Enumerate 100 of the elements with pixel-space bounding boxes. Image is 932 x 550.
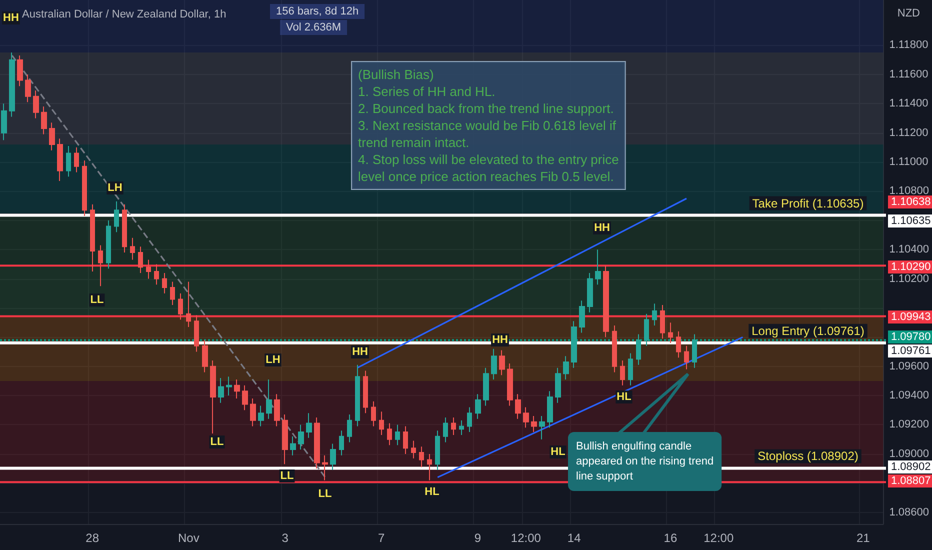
candlestick [507, 362, 513, 406]
candlestick [676, 330, 681, 358]
candlestick [427, 453, 432, 481]
candlestick [347, 414, 352, 443]
candlestick [194, 314, 199, 352]
candlestick [387, 422, 392, 446]
candlestick [170, 281, 175, 306]
candlestick [515, 394, 521, 420]
annotation: HH [594, 222, 610, 234]
candlestick [563, 356, 569, 380]
x-tick-label: Nov [178, 531, 200, 545]
candlestick [339, 430, 344, 456]
candlestick [98, 244, 103, 287]
candlestick [322, 454, 328, 481]
candlestick [371, 400, 376, 427]
candlestick [636, 334, 641, 366]
candlestick [290, 436, 296, 456]
candlestick [250, 398, 256, 427]
candlestick [403, 426, 408, 454]
text: 1.10638 [891, 196, 931, 208]
candlestick [41, 106, 47, 135]
y-tick-label: 1.08600 [889, 506, 930, 518]
candlestick [523, 406, 529, 428]
candlestick [210, 360, 216, 434]
text: 1.09761 [891, 345, 931, 357]
candlestick [620, 360, 625, 386]
candlestick [547, 390, 553, 428]
annotation: LH [266, 354, 280, 366]
annotation: HH [352, 346, 368, 358]
annotation: LL [280, 470, 294, 482]
y-tick-label: 1.10200 [889, 272, 930, 285]
candlestick [419, 446, 424, 468]
candlestick [652, 303, 657, 326]
text: 1.10290 [891, 261, 931, 273]
candlestick [628, 352, 633, 386]
y-tick-label: 1.11400 [889, 98, 928, 110]
y-tick-label: 1.11600 [889, 68, 928, 80]
text: 1.09943 [891, 311, 931, 323]
ref-line-label: Long Entry (1.09761) [752, 324, 864, 338]
candlestick [451, 416, 456, 436]
candlestick [162, 272, 167, 294]
candlestick [57, 138, 63, 182]
candlestick [579, 300, 585, 334]
candlestick [684, 345, 689, 370]
candlestick [314, 416, 320, 470]
candlestick [106, 220, 111, 270]
candlestick [467, 406, 472, 433]
text: 1.09780 [891, 331, 931, 343]
text: 1.08902 [891, 461, 931, 473]
candlestick [306, 412, 312, 438]
candlestick [668, 322, 673, 344]
ref-line-label: Stoploss (1.08902) [758, 449, 858, 464]
candlestick [411, 440, 416, 459]
candlestick [9, 52, 15, 118]
candlestick [234, 379, 240, 399]
candlestick [114, 200, 119, 233]
candlestick [379, 411, 384, 436]
annotation: LL [90, 294, 104, 306]
x-tick-label: 3 [282, 531, 289, 545]
candlestick [595, 249, 601, 286]
candlestick [178, 292, 183, 320]
candlestick [459, 420, 464, 436]
candlestick [475, 394, 481, 420]
annotation: LH [108, 182, 122, 194]
candlestick [555, 367, 561, 404]
candlestick [122, 204, 127, 254]
x-tick-label: 12:00 [704, 531, 734, 545]
annotation: LL [318, 488, 332, 500]
text: 1.08807 [891, 475, 931, 487]
y-tick-label: 1.10400 [889, 244, 930, 256]
x-tick-label: 7 [378, 531, 386, 545]
candlestick [202, 340, 208, 373]
y-tick-label: 1.11200 [889, 126, 928, 139]
candlestick [660, 304, 665, 340]
x-tick-label: 16 [664, 531, 678, 545]
y-tick-label: 1.09400 [889, 390, 930, 402]
candlestick [226, 376, 232, 396]
annotation: LL [210, 436, 224, 448]
annotation: HL [550, 446, 566, 458]
candlestick [612, 324, 617, 373]
candlestick [499, 350, 505, 376]
annotation: Vol 2.636M [286, 22, 342, 34]
y-tick-label: 1.09200 [889, 418, 930, 431]
x-tick-label: 12:00 [510, 531, 542, 545]
candlestick [25, 74, 31, 103]
annotation: HL [616, 391, 632, 403]
annotation: Bullish engulfing candle appeared on the rising trend line support [576, 440, 714, 482]
candlestick [363, 370, 368, 414]
candlestick [443, 416, 448, 443]
candlestick [242, 384, 248, 411]
candlestick [258, 405, 264, 427]
annotation: HH [492, 334, 508, 346]
candlestick [146, 259, 151, 280]
candlestick [483, 367, 489, 406]
candlestick [218, 378, 224, 404]
annotation: HH [3, 12, 19, 24]
y-tick-label: 1.09600 [889, 360, 930, 372]
candlestick [186, 281, 191, 328]
ref-line-label: Take Profit (1.10635) [752, 196, 864, 210]
candlestick [17, 54, 23, 87]
